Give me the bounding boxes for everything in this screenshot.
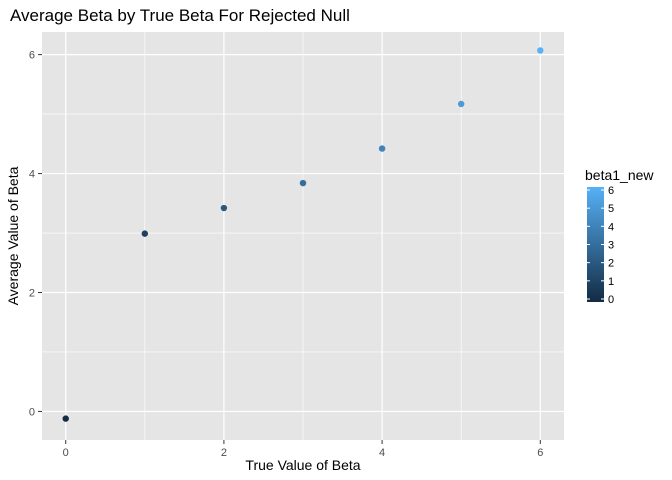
data-points [62,47,544,422]
y-axis-label: Average Value of Beta [5,166,21,305]
data-point [537,47,544,54]
grid-major [42,32,564,440]
data-point [141,230,149,237]
chart-title: Average Beta by True Beta For Rejected N… [10,6,350,25]
x-axis-label: True Value of Beta [245,457,360,473]
legend-tick-label: 0 [608,294,614,306]
legend-tick-label: 5 [608,203,614,215]
y-tick-label: 2 [29,288,35,300]
y-tick-label: 0 [29,406,35,418]
data-point [457,100,465,108]
x-tick-label: 0 [63,447,69,459]
y-tick-label: 6 [29,50,35,62]
x-axis-ticks: 0 2 4 6 [63,440,543,459]
legend-colorbar [587,187,604,302]
x-tick-label: 4 [379,447,385,459]
data-point [62,415,69,422]
legend-tick-label: 4 [608,221,614,233]
data-point [378,145,386,152]
legend-title: beta1_new [585,167,654,183]
data-point [220,204,228,212]
legend-tick-label: 3 [608,240,614,252]
legend: beta1_new 0 1 2 3 4 5 6 [585,167,654,306]
grid-minor [42,32,564,440]
y-axis-ticks: 0 2 4 6 [29,50,42,418]
legend-tick-label: 1 [608,276,614,288]
x-tick-label: 6 [537,447,543,459]
legend-tick-label: 6 [608,185,614,197]
legend-tick-label: 2 [608,258,614,270]
data-point [299,179,307,187]
x-tick-label: 2 [221,447,227,459]
legend-ticks: 0 1 2 3 4 5 6 [587,185,614,306]
y-tick-label: 4 [29,169,35,181]
